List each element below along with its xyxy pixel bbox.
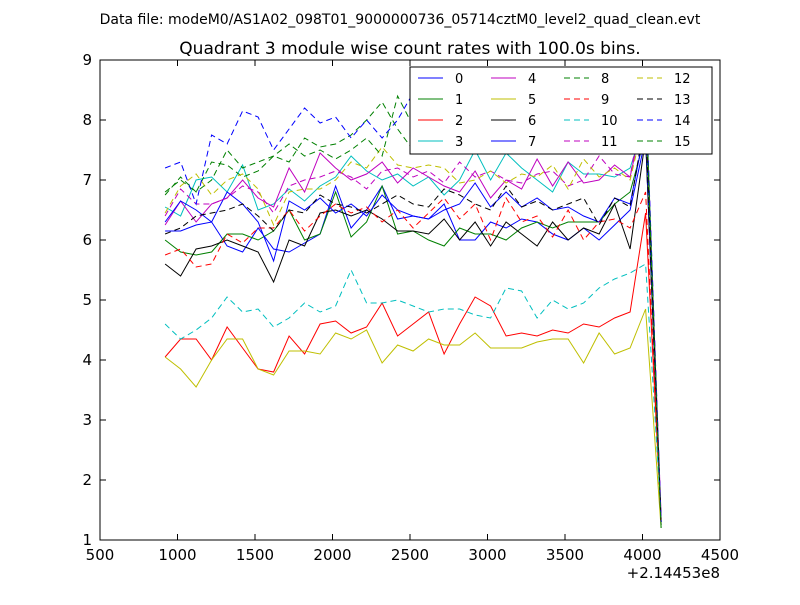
legend-label-13: 13 bbox=[674, 93, 691, 108]
x-tick-label: 2000 bbox=[313, 546, 351, 564]
legend-label-15: 15 bbox=[674, 135, 691, 150]
x-tick-label: 1500 bbox=[236, 546, 274, 564]
series-line-5 bbox=[164, 308, 662, 529]
legend-label-7: 7 bbox=[528, 135, 536, 150]
legend-label-4: 4 bbox=[528, 72, 536, 87]
series-line-12 bbox=[164, 113, 662, 526]
y-tick-label: 1 bbox=[82, 531, 92, 549]
legend-label-3: 3 bbox=[455, 135, 463, 150]
chart-suptitle: Data file: modeM0/AS1A02_098T01_90000007… bbox=[100, 12, 701, 28]
legend-box bbox=[409, 66, 713, 155]
y-tick-label: 8 bbox=[82, 111, 92, 129]
legend-label-12: 12 bbox=[674, 72, 691, 87]
legend-label-0: 0 bbox=[455, 72, 463, 87]
series-line-9 bbox=[164, 191, 662, 523]
series-line-0 bbox=[165, 137, 662, 523]
series-line-6 bbox=[164, 137, 662, 526]
series-line-3 bbox=[164, 119, 662, 523]
x-tick-label: 500 bbox=[86, 546, 115, 564]
x-tick-label: 4500 bbox=[701, 546, 739, 564]
x-tick-label: 1000 bbox=[158, 546, 196, 564]
series-line-4 bbox=[164, 104, 662, 517]
legend-label-1: 1 bbox=[455, 93, 463, 108]
series-line-7 bbox=[164, 125, 662, 523]
legend-label-14: 14 bbox=[674, 114, 691, 129]
legend-label-10: 10 bbox=[601, 114, 618, 129]
chart-title: Quadrant 3 module wise count rates with … bbox=[179, 39, 640, 59]
legend-label-8: 8 bbox=[601, 72, 609, 87]
legend-label-5: 5 bbox=[528, 93, 536, 108]
series-line-15 bbox=[164, 94, 662, 529]
x-axis-offset-label: +2.14453e8 bbox=[627, 564, 720, 582]
x-tick-label: 3500 bbox=[546, 546, 584, 564]
y-tick-label: 2 bbox=[82, 471, 92, 489]
y-tick-label: 3 bbox=[82, 411, 92, 429]
series-line-2 bbox=[164, 212, 662, 520]
legend-label-6: 6 bbox=[528, 114, 536, 129]
legend-label-2: 2 bbox=[455, 114, 463, 129]
y-tick-label: 4 bbox=[82, 351, 92, 369]
series-line-10 bbox=[164, 263, 662, 517]
x-tick-label: 4000 bbox=[623, 546, 661, 564]
y-tick-label: 9 bbox=[82, 51, 92, 69]
axis-ticks: 500 1000 1500 2000 2500 3000 3500 4000 450012345… bbox=[82, 51, 739, 564]
series-line-13 bbox=[164, 116, 662, 523]
series-line-11 bbox=[164, 86, 662, 520]
y-tick-label: 6 bbox=[82, 231, 92, 249]
x-tick-label: 2500 bbox=[391, 546, 429, 564]
series-line-1 bbox=[164, 134, 662, 526]
legend-label-11: 11 bbox=[601, 135, 618, 150]
legend-label-9: 9 bbox=[601, 93, 609, 108]
y-tick-label: 5 bbox=[82, 291, 92, 309]
y-tick-label: 7 bbox=[82, 171, 92, 189]
x-tick-label: 3000 bbox=[468, 546, 506, 564]
